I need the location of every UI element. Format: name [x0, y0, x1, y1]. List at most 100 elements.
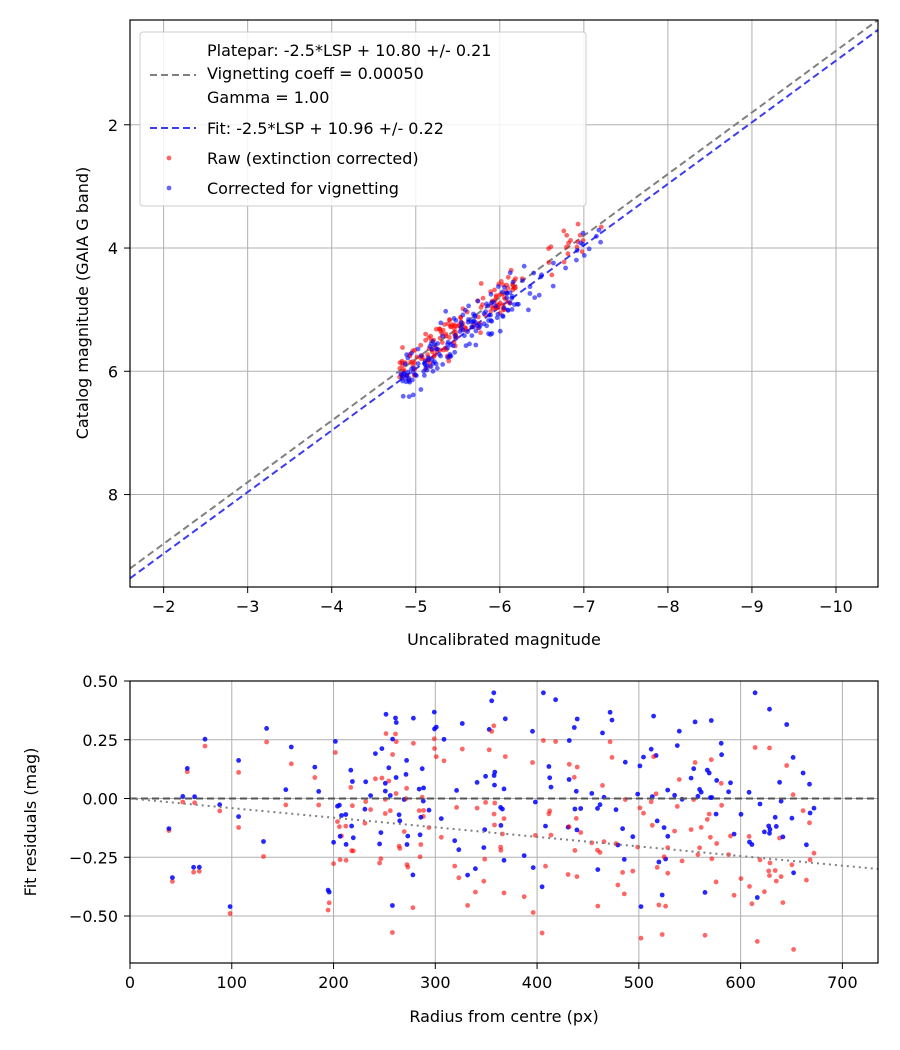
raw-residual-point: [454, 805, 459, 810]
corrected-point: [516, 301, 521, 307]
corrected-residual-point: [382, 788, 388, 794]
raw-point: [492, 287, 497, 293]
corrected-residual-point: [333, 739, 338, 744]
raw-residual-point: [379, 775, 385, 781]
corrected-residual-point: [698, 789, 704, 795]
corrected-residual-point: [350, 835, 356, 841]
corrected-residual-point: [541, 690, 546, 696]
corrected-point: [551, 260, 556, 266]
corrected-residual-point: [674, 743, 680, 748]
raw-residual-point: [405, 864, 411, 870]
corrected-residual-point: [426, 807, 432, 813]
corrected-residual-point: [383, 711, 389, 717]
raw-point: [442, 322, 447, 327]
corrected-residual-point: [659, 892, 665, 898]
corrected-point: [483, 309, 489, 314]
raw-residual-point: [288, 761, 294, 767]
raw-residual-point: [695, 852, 701, 858]
corrected-point: [497, 328, 503, 334]
corrected-residual-point: [713, 811, 719, 817]
raw-point: [575, 221, 581, 227]
raw-residual-point: [325, 907, 331, 913]
corrected-residual-point: [283, 787, 289, 793]
corrected-point: [430, 360, 436, 366]
corrected-point: [428, 364, 434, 370]
corrected-point: [398, 371, 404, 377]
raw-residual-point: [350, 848, 356, 854]
corrected-residual-point: [731, 831, 737, 837]
raw-residual-point: [749, 901, 755, 907]
corrected-residual-point: [702, 890, 708, 895]
top-x-tick-label: −8: [656, 597, 680, 616]
corrected-residual-point: [387, 793, 393, 798]
raw-point: [438, 328, 444, 334]
raw-residual-point: [333, 750, 338, 755]
corrected-residual-point: [288, 744, 294, 750]
corrected-residual-point: [452, 838, 458, 844]
corrected-residual-point: [530, 728, 535, 734]
corrected-residual-point: [498, 823, 504, 828]
corrected-point: [473, 320, 478, 325]
raw-residual-point: [217, 808, 223, 814]
raw-residual-point: [482, 856, 488, 862]
corrected-residual-point: [261, 839, 266, 844]
raw-residual-point: [600, 783, 605, 788]
corrected-point: [438, 320, 444, 326]
top-x-tick-label: −4: [320, 597, 344, 616]
raw-residual-point: [676, 777, 682, 782]
corrected-point: [521, 263, 527, 269]
raw-point: [478, 330, 483, 336]
corrected-residual-point: [566, 777, 572, 782]
raw-residual-point: [331, 861, 336, 867]
corrected-residual-point: [595, 867, 601, 872]
raw-residual-point: [410, 905, 416, 911]
corrected-residual-point: [630, 834, 636, 840]
raw-residual-point: [656, 902, 662, 908]
raw-residual-point: [553, 739, 558, 744]
raw-residual-point: [348, 785, 354, 790]
raw-residual-point: [492, 800, 498, 806]
raw-residual-point: [393, 791, 399, 796]
raw-point: [505, 274, 511, 280]
corrected-residual-point: [396, 812, 402, 818]
corrected-residual-point: [800, 770, 806, 776]
corrected-residual-point: [547, 775, 553, 781]
corrected-residual-point: [539, 884, 545, 890]
corrected-residual-point: [546, 764, 552, 769]
bottom-x-ticks: 0 100 200 300 400 500 600 700: [125, 963, 858, 992]
raw-point: [478, 305, 484, 310]
raw-residual-point: [747, 884, 752, 889]
corrected-residual-point: [726, 789, 731, 795]
top-y-tick-label: 4: [108, 239, 118, 258]
corrected-residual-point: [236, 758, 242, 763]
raw-residual-point: [473, 889, 478, 895]
raw-residual-point: [397, 846, 403, 851]
raw-residual-point: [780, 900, 786, 905]
corrected-point: [422, 373, 427, 378]
corrected-point: [536, 292, 542, 298]
raw-residual-point: [501, 890, 507, 896]
bottom-x-tick-label: 500: [624, 973, 655, 992]
corrected-point: [433, 346, 439, 352]
raw-residual-point: [474, 805, 480, 811]
corrected-residual-point: [595, 806, 600, 811]
corrected-point: [486, 312, 492, 318]
corrected-point: [489, 300, 494, 306]
raw-residual-point: [620, 870, 625, 875]
corrected-point: [512, 302, 517, 307]
corrected-point: [494, 315, 500, 321]
corrected-point: [445, 345, 450, 351]
corrected-point: [402, 361, 408, 367]
corrected-residual-point: [654, 818, 660, 824]
corrected-residual-point: [574, 827, 580, 833]
corrected-residual-point: [695, 793, 701, 799]
top-y-ticks: 2 4 6 8: [108, 116, 130, 505]
corrected-point: [488, 291, 494, 297]
bottom-x-tick-label: 300: [420, 973, 451, 992]
raw-point: [574, 244, 580, 250]
raw-residual-point: [738, 876, 744, 881]
corrected-point: [400, 393, 406, 399]
corrected-residual-point: [501, 786, 507, 792]
corrected-residual-point: [708, 795, 713, 800]
